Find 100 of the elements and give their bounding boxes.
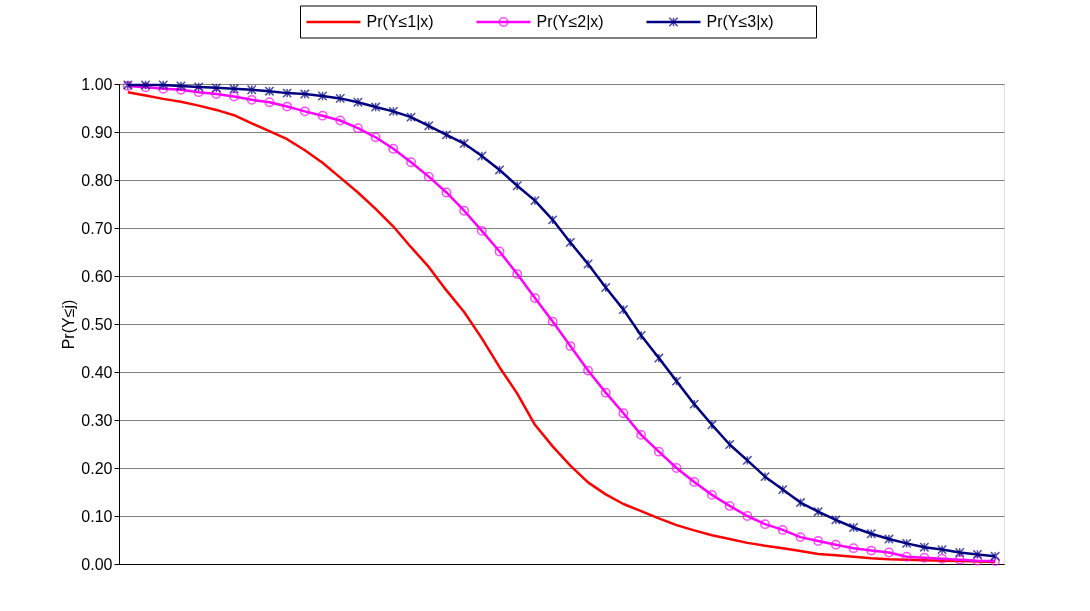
point bbox=[653, 446, 664, 457]
point bbox=[370, 132, 381, 143]
point bbox=[884, 547, 894, 558]
y-tick-label: 0.90 bbox=[81, 123, 113, 141]
y-tick-label: 0.00 bbox=[81, 555, 113, 573]
point bbox=[264, 86, 275, 97]
point bbox=[353, 123, 363, 134]
point bbox=[954, 547, 965, 558]
point bbox=[707, 419, 717, 430]
point bbox=[229, 91, 239, 102]
point bbox=[512, 180, 523, 191]
legend-label: Pr(Y≤2|x) bbox=[536, 13, 604, 30]
y-tick-label: 0.20 bbox=[81, 459, 113, 477]
point bbox=[972, 555, 983, 566]
point bbox=[317, 91, 328, 101]
y-tick-label: 0.60 bbox=[81, 267, 113, 285]
point bbox=[246, 94, 257, 105]
point bbox=[423, 171, 434, 182]
y-axis-title: Pr(Y≤j) bbox=[60, 299, 78, 350]
point bbox=[919, 542, 930, 553]
point bbox=[653, 353, 664, 364]
point bbox=[193, 87, 204, 98]
point bbox=[937, 544, 947, 555]
y-tick-label: 0.80 bbox=[81, 171, 113, 189]
point bbox=[990, 551, 1001, 562]
point bbox=[600, 282, 611, 293]
point bbox=[600, 387, 611, 398]
point bbox=[636, 330, 647, 341]
point bbox=[459, 205, 470, 216]
point bbox=[406, 112, 416, 123]
point bbox=[990, 556, 1001, 567]
point bbox=[423, 120, 434, 131]
point bbox=[583, 365, 593, 376]
point bbox=[742, 511, 753, 521]
point bbox=[583, 259, 593, 269]
point bbox=[689, 477, 700, 487]
point bbox=[530, 293, 540, 303]
point bbox=[618, 304, 629, 315]
point bbox=[919, 552, 930, 563]
y-tick-label: 0.70 bbox=[81, 219, 113, 237]
point bbox=[406, 157, 416, 168]
point bbox=[211, 82, 222, 93]
point bbox=[636, 429, 647, 440]
point bbox=[335, 93, 346, 104]
y-tick-label: 0.30 bbox=[81, 411, 113, 429]
point bbox=[246, 84, 257, 95]
point bbox=[158, 80, 169, 90]
point bbox=[193, 81, 204, 92]
point bbox=[264, 97, 275, 108]
point bbox=[689, 399, 700, 410]
point bbox=[459, 138, 470, 149]
point bbox=[830, 514, 841, 525]
point bbox=[299, 106, 310, 117]
point bbox=[795, 497, 806, 508]
point bbox=[972, 549, 983, 560]
point bbox=[565, 237, 576, 248]
point bbox=[795, 532, 806, 543]
point bbox=[317, 110, 328, 121]
point bbox=[494, 164, 505, 175]
point bbox=[618, 408, 629, 419]
point bbox=[565, 341, 576, 351]
point bbox=[671, 463, 682, 473]
point bbox=[848, 522, 859, 533]
point bbox=[512, 269, 523, 279]
point bbox=[724, 501, 735, 511]
point bbox=[954, 554, 965, 565]
point bbox=[370, 102, 381, 112]
point bbox=[211, 89, 222, 99]
point bbox=[388, 143, 399, 154]
point bbox=[158, 83, 169, 94]
point bbox=[494, 246, 505, 257]
point bbox=[335, 115, 346, 126]
point bbox=[901, 551, 912, 562]
point bbox=[777, 525, 788, 535]
point bbox=[176, 80, 186, 91]
point bbox=[547, 316, 558, 327]
point bbox=[229, 83, 239, 94]
point bbox=[813, 536, 824, 546]
point bbox=[742, 455, 753, 466]
y-tick-label: 0.50 bbox=[81, 315, 113, 333]
point bbox=[707, 489, 717, 500]
legend-label: Pr(Y≤1|x) bbox=[366, 13, 434, 30]
point bbox=[848, 543, 859, 554]
point bbox=[724, 439, 735, 450]
point bbox=[760, 519, 770, 530]
point bbox=[760, 471, 770, 482]
y-tick-label: 1.00 bbox=[81, 75, 113, 93]
point bbox=[441, 187, 452, 198]
point bbox=[813, 506, 824, 517]
point bbox=[671, 376, 682, 387]
point bbox=[830, 539, 841, 550]
y-tick-label: 0.10 bbox=[81, 507, 113, 525]
point bbox=[476, 151, 487, 161]
point bbox=[282, 88, 293, 99]
point bbox=[901, 538, 912, 549]
point bbox=[777, 484, 788, 495]
legend-label: Pr(Y≤3|x) bbox=[706, 13, 774, 30]
point bbox=[388, 106, 399, 117]
point bbox=[530, 195, 540, 206]
point bbox=[866, 528, 877, 539]
